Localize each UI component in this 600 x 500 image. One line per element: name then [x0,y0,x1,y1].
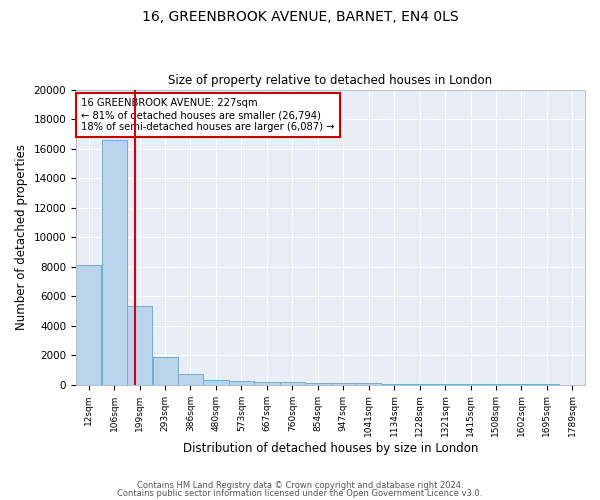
Y-axis label: Number of detached properties: Number of detached properties [15,144,28,330]
Text: 16 GREENBROOK AVENUE: 227sqm
← 81% of detached houses are smaller (26,794)
18% o: 16 GREENBROOK AVENUE: 227sqm ← 81% of de… [81,98,335,132]
Title: Size of property relative to detached houses in London: Size of property relative to detached ho… [169,74,493,87]
Bar [178,374,203,384]
Bar [229,382,254,384]
Bar [76,265,101,384]
X-axis label: Distribution of detached houses by size in London: Distribution of detached houses by size … [183,442,478,455]
Text: Contains public sector information licensed under the Open Government Licence v3: Contains public sector information licen… [118,488,482,498]
Bar [254,382,280,384]
Bar [152,358,178,384]
Text: 16, GREENBROOK AVENUE, BARNET, EN4 0LS: 16, GREENBROOK AVENUE, BARNET, EN4 0LS [142,10,458,24]
Bar [203,380,229,384]
Bar [331,383,356,384]
Bar [101,140,127,384]
Bar [127,306,152,384]
Bar [305,383,331,384]
Bar [280,382,305,384]
Text: Contains HM Land Registry data © Crown copyright and database right 2024.: Contains HM Land Registry data © Crown c… [137,481,463,490]
